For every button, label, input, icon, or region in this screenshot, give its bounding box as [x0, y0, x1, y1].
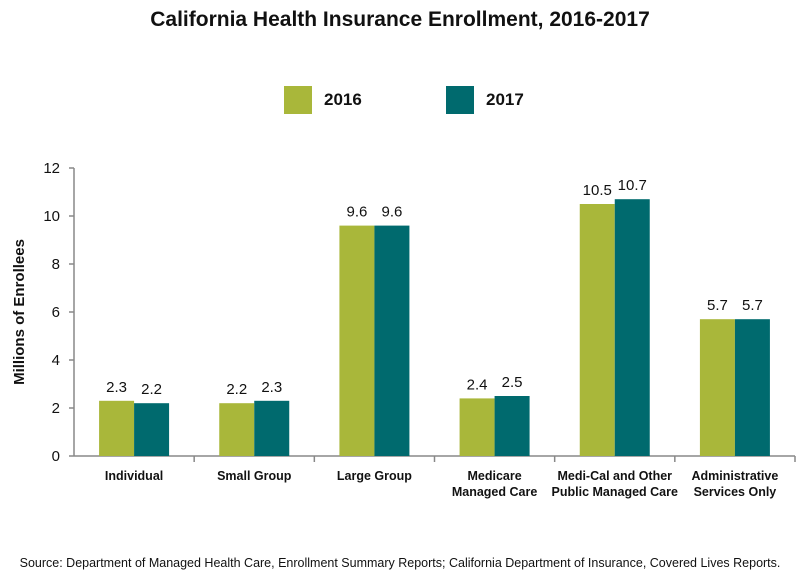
data-label-2016: 2.3 — [106, 379, 127, 396]
y-axis-title: Millions of Enrollees — [11, 239, 28, 385]
category-label: Managed Care — [452, 485, 537, 499]
data-label-2016: 10.5 — [583, 182, 612, 199]
bar-2017 — [614, 199, 650, 456]
bar-2017 — [374, 225, 410, 456]
legend-item-2016: 2016 — [284, 86, 362, 114]
data-label-2017: 2.2 — [141, 381, 162, 398]
bar-2016 — [459, 398, 495, 456]
category-label: Public Managed Care — [552, 485, 678, 499]
bar-2016 — [99, 400, 135, 456]
data-label-2016: 2.2 — [226, 381, 247, 398]
category-label: Individual — [105, 469, 163, 483]
source-note: Source: Department of Managed Health Car… — [19, 556, 781, 570]
data-label-2016: 9.6 — [346, 204, 367, 221]
data-label-2017: 10.7 — [618, 177, 647, 194]
legend-swatch-2017 — [446, 86, 474, 114]
data-label-2017: 5.7 — [742, 297, 763, 314]
category-label: Administrative — [691, 469, 778, 483]
y-tick-label: 10 — [43, 208, 60, 225]
bar-2017 — [494, 396, 530, 456]
category-label: Services Only — [694, 485, 777, 499]
data-label-2016: 5.7 — [707, 297, 728, 314]
bar-2016 — [699, 319, 735, 456]
legend-item-2017: 2017 — [446, 86, 524, 114]
legend: 2016 2017 — [0, 86, 800, 116]
y-tick-label: 4 — [52, 352, 60, 369]
y-tick-label: 8 — [52, 256, 60, 273]
legend-swatch-2016 — [284, 86, 312, 114]
y-tick-label: 2 — [52, 400, 60, 417]
category-label: Large Group — [337, 469, 412, 483]
bar-2016 — [219, 403, 255, 456]
data-label-2017: 9.6 — [381, 204, 402, 221]
category-label: Medicare — [467, 469, 521, 483]
category-label: Small Group — [217, 469, 292, 483]
bar-2016 — [339, 225, 375, 456]
legend-label-2016: 2016 — [324, 90, 362, 109]
y-tick-label: 0 — [52, 448, 60, 465]
category-label: Medi-Cal and Other — [557, 469, 672, 483]
data-label-2017: 2.5 — [502, 374, 523, 391]
bar-2016 — [579, 204, 615, 456]
chart-title: California Health Insurance Enrollment, … — [150, 8, 650, 31]
data-label-2017: 2.3 — [261, 379, 282, 396]
legend-label-2017: 2017 — [486, 90, 524, 109]
y-tick-label: 12 — [43, 160, 60, 177]
data-label-2016: 2.4 — [467, 376, 488, 393]
y-tick-label: 6 — [52, 304, 60, 321]
bar-chart: 0 2 4 6 8 10 12 Millions of Enrollees 2.3 2.2 Indi… — [11, 160, 796, 499]
bar-2017 — [254, 400, 290, 456]
bar-2017 — [134, 403, 170, 456]
bar-2017 — [734, 319, 770, 456]
